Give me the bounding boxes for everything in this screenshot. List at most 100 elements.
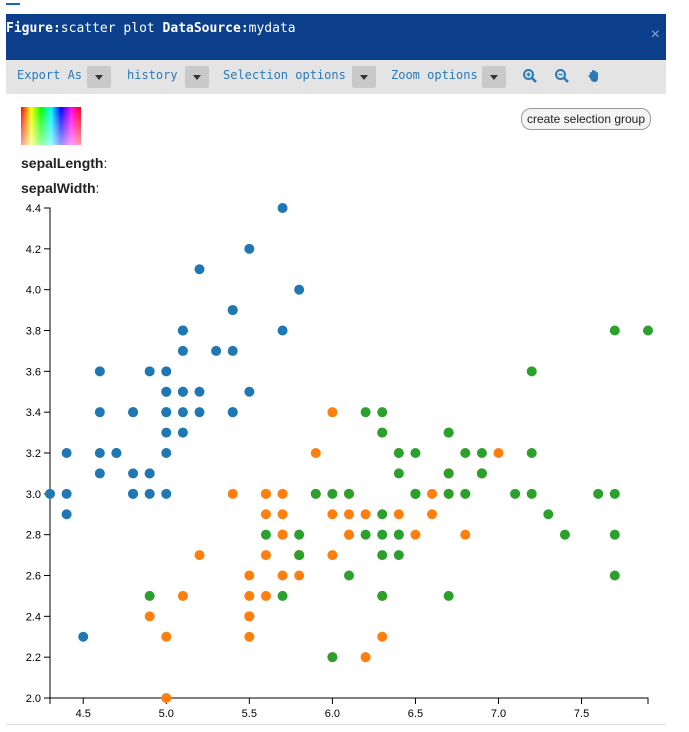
data-point	[360, 529, 371, 540]
color-legend-swatch	[21, 107, 81, 145]
data-point	[344, 509, 354, 520]
toolbar: Export As history Selection options Zoom…	[6, 60, 666, 94]
data-point	[410, 448, 421, 458]
data-point	[260, 590, 271, 601]
data-point	[244, 590, 255, 601]
datasource-value: mydata	[248, 21, 296, 36]
history-menu[interactable]: history	[127, 68, 178, 82]
data-point	[211, 345, 222, 356]
selection-options-menu[interactable]: Selection options	[223, 68, 346, 82]
tab-indicator	[6, 3, 20, 5]
data-point	[543, 509, 554, 520]
x-tick-label: 7.0	[491, 708, 506, 720]
figure-header: Figure:scatter plot DataSource:mydata ×	[6, 14, 666, 60]
data-point	[227, 488, 238, 499]
y-tick-label: 2.6	[26, 571, 41, 583]
data-point	[277, 488, 288, 499]
data-point	[327, 550, 338, 561]
sepal-length-label: sepalLength	[21, 155, 104, 171]
sepal-width-field: sepalWidth:	[21, 180, 99, 196]
data-point	[177, 386, 188, 397]
data-point	[410, 529, 421, 540]
data-point	[144, 590, 155, 601]
data-point	[443, 590, 454, 601]
hand-pan-icon[interactable]	[586, 68, 602, 84]
data-point	[244, 570, 255, 581]
data-point	[410, 488, 421, 499]
data-point	[344, 570, 354, 581]
create-selection-group-button[interactable]: create selection group	[521, 108, 651, 130]
data-point	[244, 243, 255, 254]
x-axis-line	[49, 697, 649, 704]
data-point	[244, 386, 255, 397]
zoom-out-icon[interactable]	[554, 68, 570, 84]
data-point	[177, 345, 188, 356]
sepal-length-colon: :	[103, 155, 108, 171]
data-point	[144, 468, 155, 479]
data-point	[260, 529, 271, 540]
data-point	[61, 448, 72, 458]
data-point	[144, 611, 155, 622]
data-point	[443, 488, 454, 499]
data-point	[161, 427, 172, 438]
close-icon[interactable]: ×	[650, 26, 660, 43]
data-point	[327, 652, 338, 663]
data-point	[393, 448, 404, 458]
data-point	[609, 529, 620, 540]
data-point	[377, 590, 388, 601]
zoom-in-icon[interactable]	[522, 68, 538, 84]
sepal-length-field: sepalLength:	[21, 155, 107, 171]
data-point	[177, 407, 188, 418]
data-point	[526, 448, 537, 458]
export-as-dropdown-caret[interactable]	[87, 66, 111, 88]
data-point	[327, 509, 338, 520]
data-point	[260, 509, 271, 520]
data-point	[94, 407, 105, 418]
data-point	[227, 305, 238, 316]
datasource-label: DataSource:	[162, 21, 249, 36]
y-tick-label: 3.8	[26, 326, 41, 338]
zoom-options-menu[interactable]: Zoom options	[391, 68, 478, 82]
data-point	[526, 488, 537, 499]
scatter-plot[interactable]: 2.0 2.2 2.4 2.6 2.8 3.0 3.2 3.4 3.6 3.8 4.0 4.2 4.4 4…	[0, 195, 689, 725]
data-point	[227, 407, 238, 418]
y-tick-label: 3.2	[26, 448, 41, 460]
data-point	[260, 550, 271, 561]
data-point	[493, 448, 504, 458]
sepal-width-colon: :	[95, 180, 100, 196]
data-point	[294, 550, 305, 561]
export-as-menu[interactable]: Export As	[17, 68, 83, 82]
data-point	[61, 488, 72, 499]
data-point	[277, 570, 288, 581]
data-point	[327, 407, 338, 418]
data-point	[360, 652, 371, 663]
x-tick-label: 6.0	[325, 708, 340, 720]
data-point	[360, 407, 371, 418]
y-tick-label: 3.0	[26, 489, 41, 501]
data-point	[427, 509, 438, 520]
data-point	[609, 570, 620, 581]
data-point	[277, 529, 288, 540]
data-point	[460, 448, 471, 458]
data-point	[78, 631, 89, 642]
data-point	[360, 509, 371, 520]
selection-options-dropdown-caret[interactable]	[352, 66, 376, 88]
data-point	[377, 529, 388, 540]
data-point	[177, 590, 188, 601]
sepal-width-label: sepalWidth	[21, 180, 96, 196]
history-dropdown-caret[interactable]	[185, 66, 209, 88]
data-point	[161, 448, 172, 458]
data-point	[393, 529, 404, 540]
data-point	[643, 325, 653, 336]
data-point	[194, 386, 205, 397]
data-point	[476, 448, 487, 458]
data-point	[161, 407, 172, 418]
y-tick-label: 3.4	[26, 407, 41, 419]
zoom-options-dropdown-caret[interactable]	[482, 66, 506, 88]
data-point	[45, 488, 55, 499]
data-point	[161, 693, 172, 703]
y-tick-label: 2.8	[26, 530, 41, 542]
data-point	[294, 529, 305, 540]
data-point	[244, 611, 255, 622]
x-tick-label: 7.5	[574, 708, 589, 720]
